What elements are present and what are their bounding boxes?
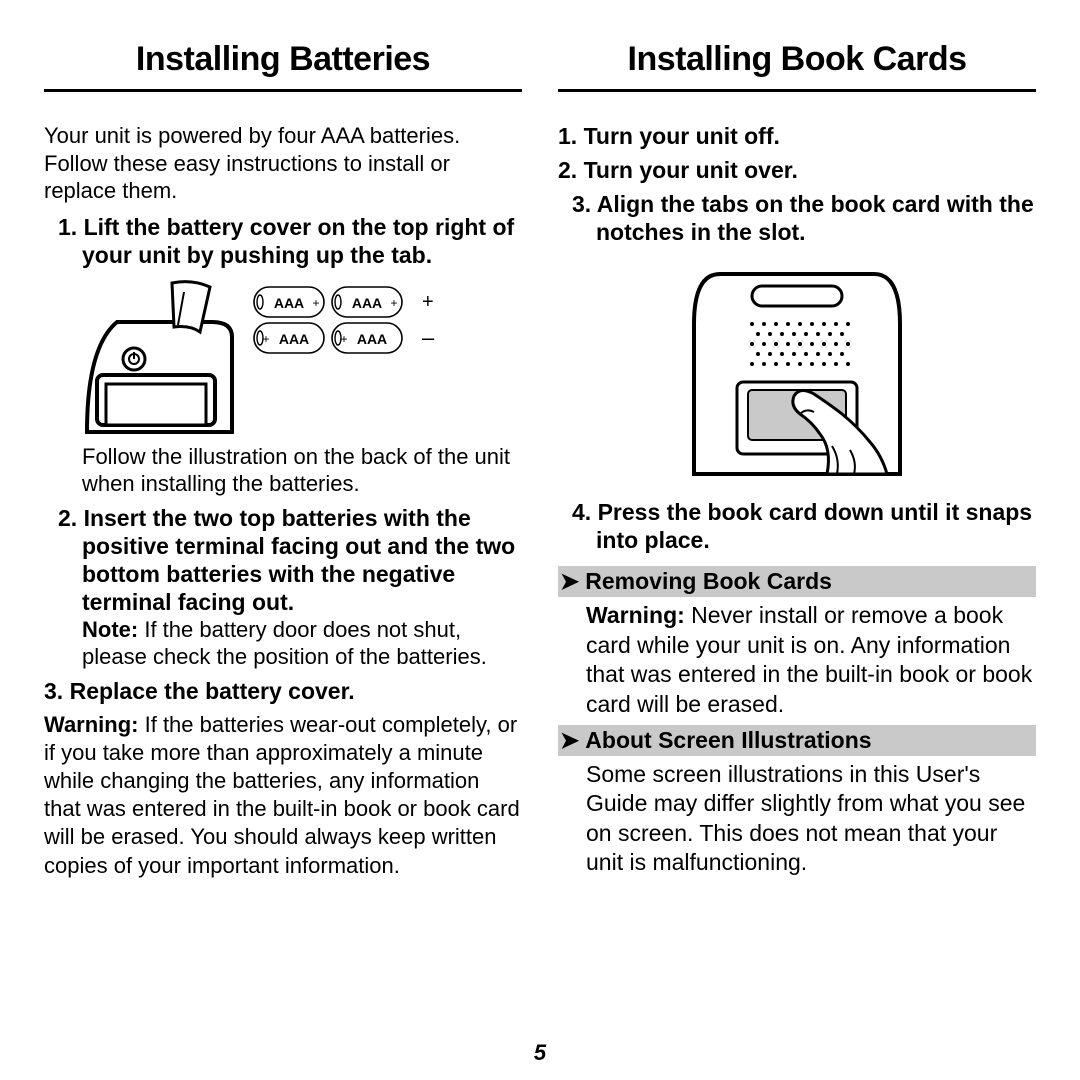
arrow-icon: ➤ bbox=[560, 727, 579, 754]
card-illustration bbox=[558, 264, 1036, 484]
left-step-3-head: Replace the battery cover. bbox=[44, 677, 522, 705]
right-step-3-head: Align the tabs on the book card with the… bbox=[558, 190, 1036, 246]
left-steps: Lift the battery cover on the top right … bbox=[44, 213, 522, 711]
left-step-2-note: Note: If the battery door does not shut,… bbox=[44, 616, 522, 671]
note-text: If the battery door does not shut, pleas… bbox=[82, 617, 487, 670]
sub-about-title: About Screen Illustrations bbox=[585, 727, 871, 754]
svg-text:AAA: AAA bbox=[274, 295, 304, 311]
right-step-1-head: Turn your unit off. bbox=[558, 122, 1036, 150]
page-number: 5 bbox=[0, 1040, 1080, 1066]
left-step-1-head: Lift the battery cover on the top right … bbox=[44, 213, 522, 269]
right-step-2: Turn your unit over. bbox=[558, 156, 1036, 184]
left-step-3: Replace the battery cover. bbox=[44, 677, 522, 705]
left-rule bbox=[44, 89, 522, 92]
left-step-1-body: Follow the illustration on the back of t… bbox=[44, 443, 522, 498]
sub-removing-header: ➤ Removing Book Cards bbox=[558, 566, 1036, 597]
left-warning: Warning: If the batteries wear-out compl… bbox=[44, 711, 522, 880]
svg-text:+: + bbox=[422, 291, 434, 313]
svg-text:AAA: AAA bbox=[279, 331, 309, 347]
right-rule bbox=[558, 89, 1036, 92]
left-column: Installing Batteries Your unit is powere… bbox=[44, 40, 522, 1080]
svg-text:AAA: AAA bbox=[357, 331, 387, 347]
sub-removing-body: Warning: Never install or remove a book … bbox=[558, 601, 1036, 719]
left-title: Installing Batteries bbox=[44, 40, 522, 79]
svg-text:+: + bbox=[312, 296, 319, 310]
svg-text:+: + bbox=[340, 332, 347, 346]
right-step-1: Turn your unit off. bbox=[558, 122, 1036, 150]
right-title: Installing Book Cards bbox=[558, 40, 1036, 79]
sub-removing-title: Removing Book Cards bbox=[585, 568, 832, 595]
right-step-4: Press the book card down until it snaps … bbox=[558, 498, 1036, 554]
note-label: Note: bbox=[82, 617, 138, 642]
right-steps: Turn your unit off. Turn your unit over.… bbox=[558, 122, 1036, 560]
right-column: Installing Book Cards Turn your unit off… bbox=[558, 40, 1036, 1080]
sub-about-header: ➤ About Screen Illustrations bbox=[558, 725, 1036, 756]
right-step-3: Align the tabs on the book card with the… bbox=[558, 190, 1036, 484]
arrow-icon: ➤ bbox=[560, 568, 579, 595]
manual-page: Installing Batteries Your unit is powere… bbox=[44, 40, 1036, 1080]
left-step-1: Lift the battery cover on the top right … bbox=[44, 213, 522, 498]
battery-illustration: AAA + AAA + + bbox=[44, 277, 522, 437]
svg-text:+: + bbox=[390, 296, 397, 310]
left-step-2: Insert the two top batteries with the po… bbox=[44, 504, 522, 671]
right-step-4-head: Press the book card down until it snaps … bbox=[558, 498, 1036, 554]
sub-about-body: Some screen illustrations in this User's… bbox=[558, 760, 1036, 878]
svg-text:AAA: AAA bbox=[352, 295, 382, 311]
svg-text:–: – bbox=[422, 325, 435, 350]
warning-label: Warning: bbox=[44, 712, 139, 737]
sub-warning-label: Warning: bbox=[586, 602, 685, 628]
svg-text:+: + bbox=[262, 332, 269, 346]
left-intro: Your unit is powered by four AAA batteri… bbox=[44, 122, 522, 205]
right-step-2-head: Turn your unit over. bbox=[558, 156, 1036, 184]
left-step-2-head: Insert the two top batteries with the po… bbox=[44, 504, 522, 616]
